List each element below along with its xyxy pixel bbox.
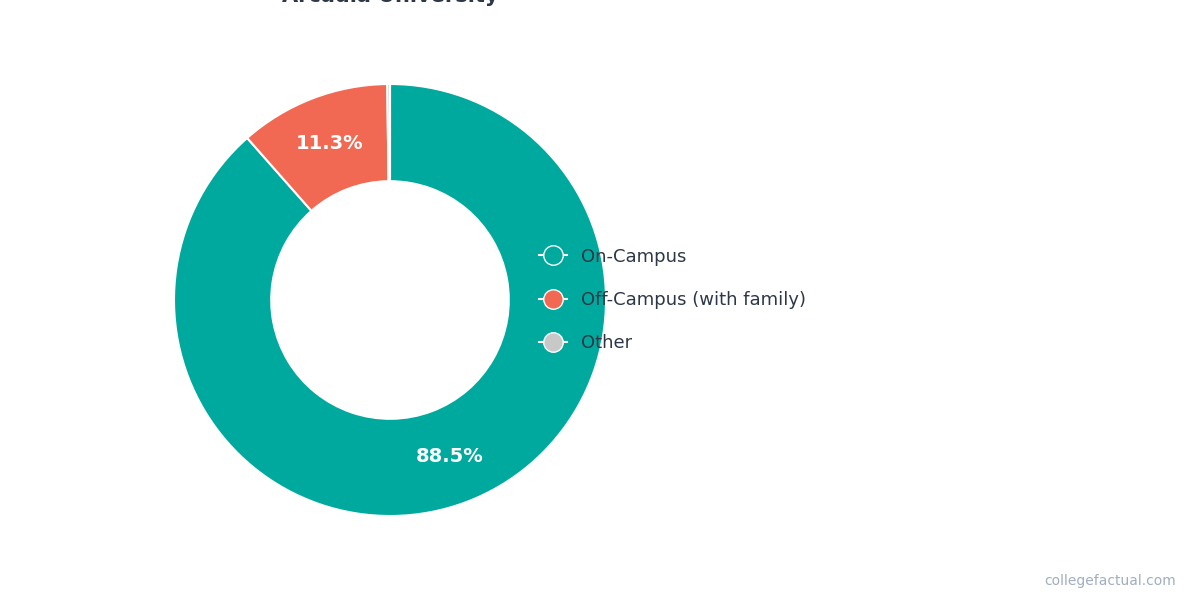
- Text: 88.5%: 88.5%: [415, 447, 484, 466]
- Legend: On-Campus, Off-Campus (with family), Other: On-Campus, Off-Campus (with family), Oth…: [518, 226, 828, 374]
- Title: Freshmen Living Arrangements at
Arcadia University: Freshmen Living Arrangements at Arcadia …: [190, 0, 590, 6]
- Wedge shape: [174, 84, 606, 516]
- Text: 11.3%: 11.3%: [296, 134, 364, 153]
- Wedge shape: [388, 84, 390, 181]
- Text: collegefactual.com: collegefactual.com: [1044, 574, 1176, 588]
- Wedge shape: [247, 84, 389, 211]
